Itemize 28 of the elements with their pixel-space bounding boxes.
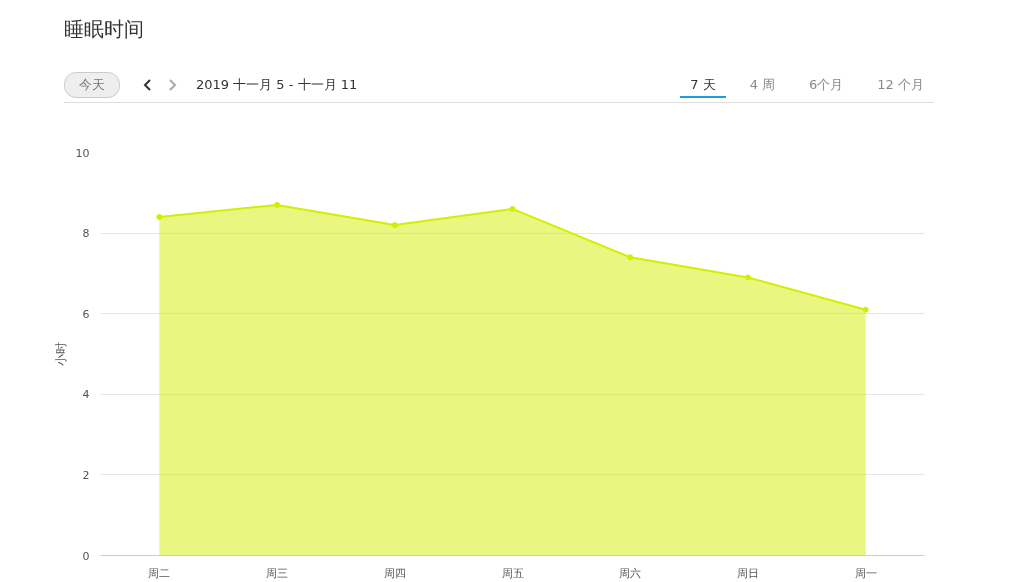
text: 6个月 <box>808 75 845 94</box>
y-tick-label: 4 <box>82 388 90 402</box>
y-axis-title: 小时 <box>53 342 68 366</box>
x-tick-label: 周五 <box>501 566 524 580</box>
x-tick-label: 周日 <box>736 566 759 580</box>
point <box>862 306 869 313</box>
x-tick-label: 周四 <box>383 566 406 580</box>
x-tick-label: 周二 <box>148 566 171 580</box>
point <box>509 205 516 212</box>
text: 4 周 <box>748 75 777 94</box>
y-tick-label: 10 <box>75 146 90 160</box>
x-tick-label: 周六 <box>619 566 642 580</box>
point <box>391 222 398 229</box>
y-tick-label: 6 <box>82 307 90 321</box>
chart-title: 睡眠时间 <box>64 16 145 43</box>
x-tick-label: 周一 <box>854 566 877 580</box>
y-tick-label: 0 <box>82 549 90 563</box>
y-tick-label: 2 <box>82 468 90 482</box>
x-tick-label: 周三 <box>266 566 289 580</box>
text: 2019 十一月 5 - 十一月 11 <box>196 75 358 94</box>
text: 12 个月 <box>876 75 925 94</box>
point <box>274 201 281 208</box>
y-tick-label: 8 <box>82 227 90 241</box>
point <box>156 213 163 220</box>
text: 今天 <box>64 71 120 99</box>
point <box>627 254 634 261</box>
point <box>744 274 751 281</box>
text: 7 天 <box>680 72 726 98</box>
